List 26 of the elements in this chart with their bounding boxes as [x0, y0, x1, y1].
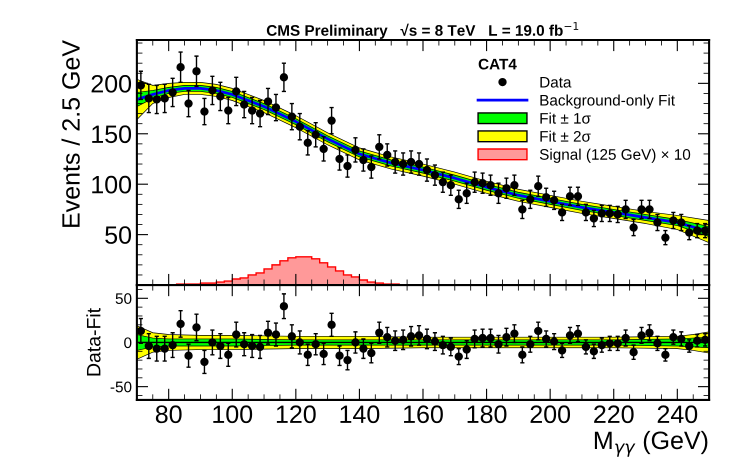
x-tick-label: 220 [594, 405, 634, 424]
y-tick-label: 50 [116, 293, 132, 304]
legend-label: Data [540, 76, 572, 88]
x-axis-title: M$_{γγ}$ (GeV) [594, 430, 708, 457]
legend-label: Background-only Fit [540, 94, 675, 109]
x-tick-label: 240 [658, 405, 698, 424]
x-tick-label: 100 [213, 405, 252, 424]
y-tick-label: 0 [124, 337, 132, 348]
y-axis-title: Data-Fit [86, 308, 101, 376]
y-tick-label: 200 [92, 74, 132, 93]
legend-title: CAT4 [478, 58, 517, 70]
x-tick-label: 140 [340, 405, 380, 424]
y-tick-label: -50 [110, 382, 132, 392]
chart-title: CMS Preliminary √s = 8 TeV L = 19.0 fb$^{−1}$ [266, 22, 578, 39]
legend-label: Fit ± 1σ [540, 112, 591, 124]
x-tick-label: 160 [404, 405, 443, 424]
x-tick-label: 200 [530, 405, 570, 424]
x-tick-label: 80 [156, 405, 182, 424]
y-axis-title: Events / 2.5 GeV [61, 40, 80, 227]
y-tick-label: 150 [92, 125, 132, 144]
x-tick-label: 120 [276, 405, 316, 424]
legend-label: Signal (125 GeV) × 10 [540, 148, 690, 163]
x-tick-label: 180 [468, 405, 506, 424]
y-tick-label: 50 [105, 226, 132, 244]
legend-label: Fit ± 2σ [540, 130, 591, 142]
y-tick-label: 100 [92, 176, 132, 194]
